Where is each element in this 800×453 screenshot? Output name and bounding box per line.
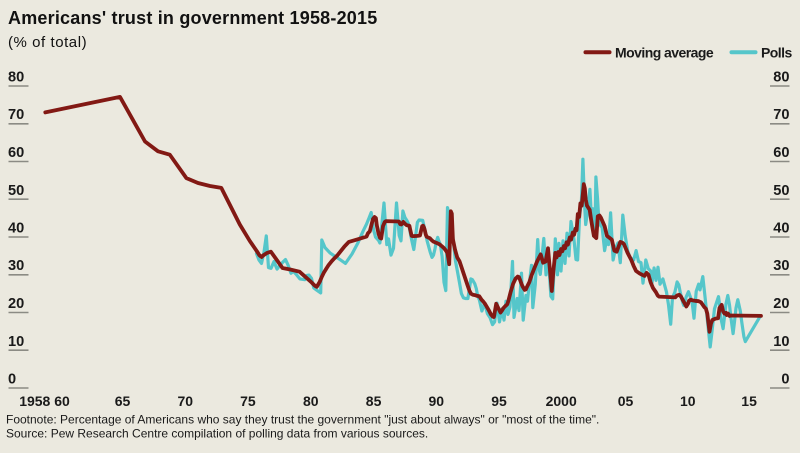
svg-text:1958 60: 1958 60	[19, 393, 70, 409]
svg-text:80: 80	[773, 70, 789, 86]
svg-text:Source: Pew Research Centre co: Source: Pew Research Centre compilation …	[6, 427, 428, 441]
svg-text:70: 70	[773, 107, 789, 123]
svg-text:50: 50	[8, 183, 24, 199]
svg-text:Polls: Polls	[761, 45, 792, 61]
svg-text:80: 80	[8, 70, 24, 86]
svg-text:70: 70	[8, 107, 24, 123]
svg-text:70: 70	[178, 393, 194, 409]
svg-text:10: 10	[8, 334, 24, 350]
svg-text:30: 30	[8, 258, 24, 274]
svg-text:15: 15	[741, 393, 757, 409]
svg-text:2000: 2000	[546, 393, 577, 409]
svg-text:40: 40	[773, 221, 789, 237]
svg-text:Footnote: Percentage of Americ: Footnote: Percentage of Americans who sa…	[6, 413, 599, 427]
svg-text:20: 20	[8, 296, 24, 312]
svg-text:Moving average: Moving average	[615, 45, 714, 61]
svg-text:85: 85	[366, 393, 382, 409]
svg-text:20: 20	[773, 296, 789, 312]
svg-text:05: 05	[618, 393, 634, 409]
svg-text:40: 40	[8, 221, 24, 237]
svg-text:80: 80	[303, 393, 319, 409]
svg-text:90: 90	[429, 393, 445, 409]
svg-text:60: 60	[8, 145, 24, 161]
svg-text:0: 0	[8, 372, 16, 388]
svg-text:0: 0	[781, 372, 789, 388]
svg-text:50: 50	[773, 183, 789, 199]
svg-text:10: 10	[680, 393, 696, 409]
svg-text:10: 10	[773, 334, 789, 350]
svg-text:65: 65	[115, 393, 131, 409]
svg-text:30: 30	[773, 258, 789, 274]
svg-text:60: 60	[773, 145, 789, 161]
svg-text:75: 75	[240, 393, 256, 409]
svg-text:95: 95	[491, 393, 507, 409]
